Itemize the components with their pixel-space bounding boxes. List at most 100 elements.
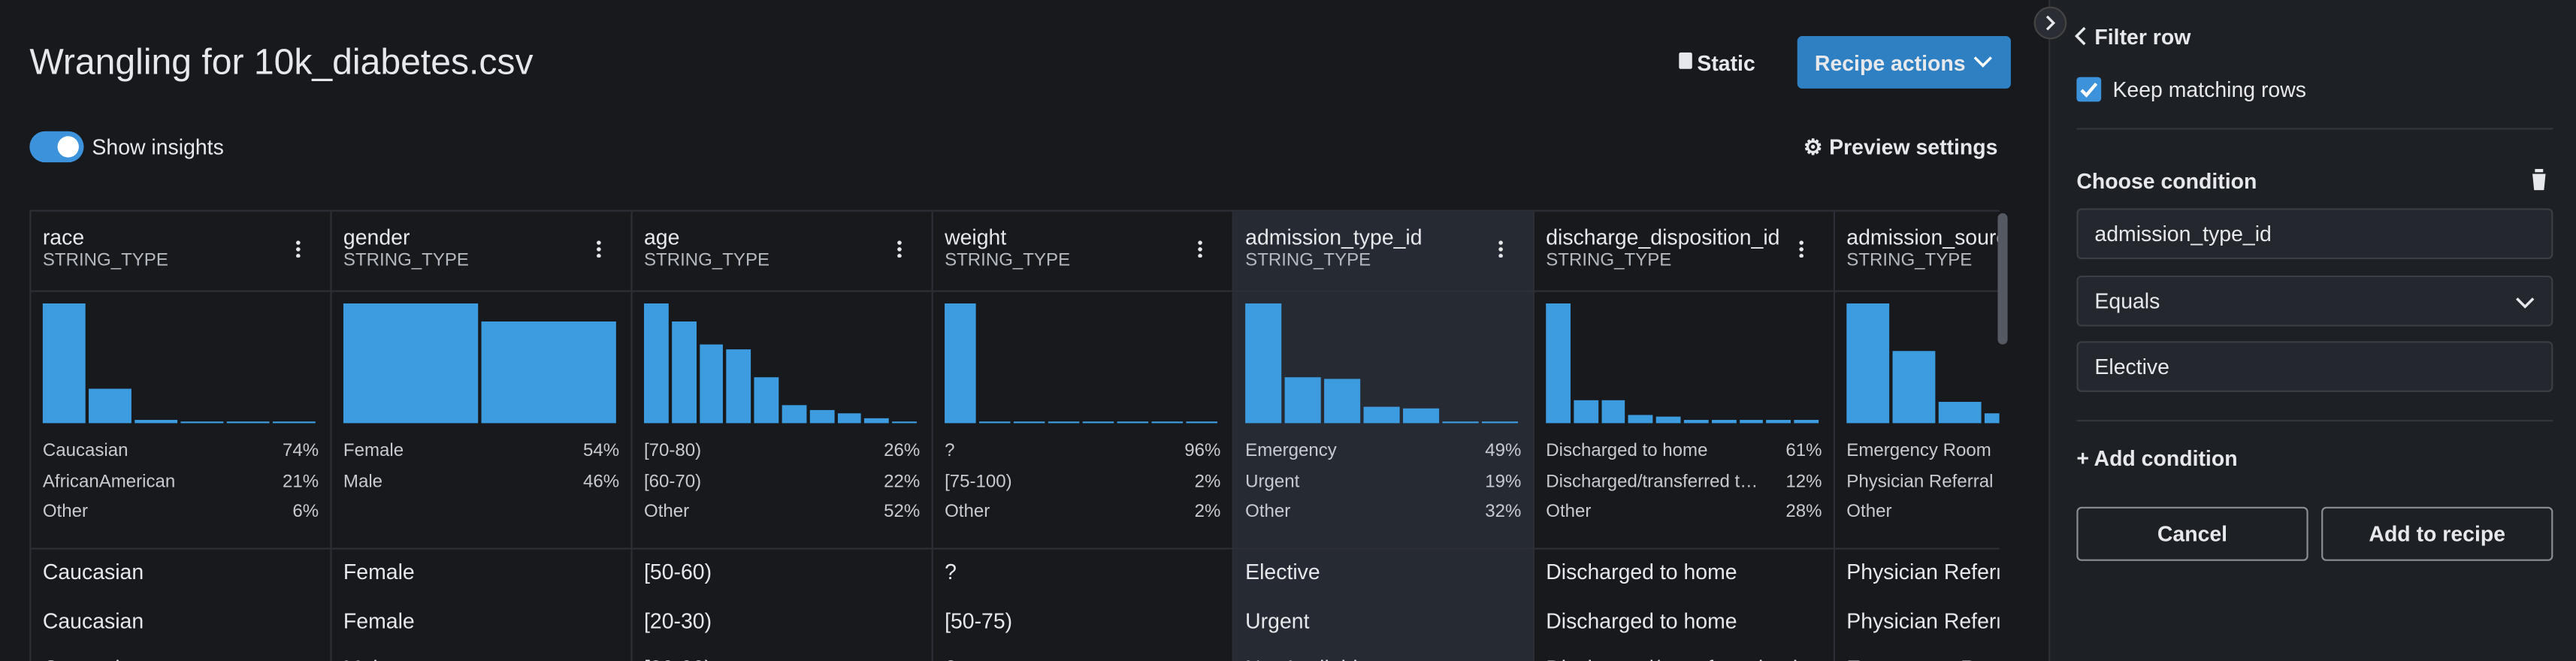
- recipe-actions-button[interactable]: Recipe actions: [1797, 36, 2011, 89]
- checkbox[interactable]: [2076, 77, 2102, 102]
- stat-row: Caucasian 74%: [43, 441, 319, 460]
- stat-label: Physician Referral: [1846, 471, 1994, 491]
- preview-settings[interactable]: ⚙ Preview settings: [1803, 134, 1998, 159]
- histogram: [343, 302, 619, 424]
- stat-row: Other 2%: [945, 502, 1220, 521]
- histogram-bar: [1573, 400, 1598, 424]
- column-name: gender: [343, 225, 410, 249]
- histogram-bar: [945, 303, 976, 424]
- histogram-bar: [272, 421, 316, 424]
- separator: [331, 290, 631, 292]
- chevron: [1974, 56, 1993, 68]
- stat-row: [75-100) 2%: [945, 472, 1220, 491]
- column-input[interactable]: admission_type_id: [2076, 208, 2553, 260]
- stat-row: Other 28%: [1546, 502, 1822, 521]
- checkbox-label: Keep matching rows: [2112, 77, 2306, 102]
- histogram-bar: [1117, 421, 1149, 424]
- histogram-bar: [1711, 419, 1736, 424]
- table-cell: Not Available: [1245, 656, 1369, 661]
- table-cell: [50-75): [945, 608, 1013, 632]
- separator: [933, 290, 1232, 292]
- panel-title: Filter row: [2094, 24, 2191, 50]
- collapse-button[interactable]: [2033, 6, 2067, 40]
- separator: [1233, 548, 1533, 550]
- column-menu[interactable]: [1498, 239, 1504, 258]
- cancel-button[interactable]: Cancel: [2076, 506, 2308, 561]
- add-condition[interactable]: + Add condition: [2076, 445, 2238, 471]
- column: discharge_disposition_id STRING_TYPE Disch…: [1534, 211, 1836, 661]
- stat-row: Discharged to home 61%: [1546, 441, 1822, 460]
- trash-icon[interactable]: [2529, 168, 2548, 191]
- page-title: Wrangling for 10k_diabetes.csv: [29, 41, 534, 83]
- column-menu[interactable]: [596, 239, 602, 258]
- stat-label: Other: [1846, 502, 1892, 522]
- insights-toggle[interactable]: [29, 131, 84, 163]
- stat-label: Emergency: [1245, 441, 1337, 461]
- preview-label: Preview settings: [1829, 134, 1998, 159]
- table-cell: Male: [343, 656, 390, 661]
- column-type: STRING_TYPE: [1245, 251, 1371, 271]
- stat-label: Caucasian: [42, 441, 128, 461]
- column-menu[interactable]: [896, 239, 903, 258]
- histogram-bar: [481, 321, 616, 424]
- histogram-bar: [1546, 303, 1571, 424]
- stat-label: [75-100): [945, 471, 1012, 491]
- histogram-bar: [1151, 421, 1184, 424]
- stat-row: Other 32%: [1245, 502, 1521, 521]
- column-name: weight: [945, 225, 1007, 249]
- column-name: age: [643, 225, 680, 249]
- separator: [1835, 548, 2000, 550]
- histogram-bar: [1601, 400, 1626, 424]
- chevron: [2516, 297, 2535, 309]
- stat-label: Other: [42, 502, 88, 522]
- histogram-bar: [978, 421, 1011, 424]
- histogram-bar: [1739, 419, 1764, 424]
- separator: [632, 548, 932, 550]
- stat-label: [70-80): [643, 441, 702, 461]
- histogram: [1846, 302, 2000, 424]
- histogram-bar: [343, 303, 479, 424]
- table-cell: Caucasian: [43, 656, 144, 661]
- stat-label: Female: [343, 441, 404, 461]
- column-type: STRING_TYPE: [42, 251, 168, 271]
- operator-select[interactable]: Equals: [2076, 275, 2553, 327]
- back-icon[interactable]: [2075, 26, 2088, 46]
- stat-row: Physician Referral: [1846, 472, 1999, 491]
- column: race STRING_TYPE Caucasian 74% AfricanAmeric…: [31, 211, 332, 661]
- histogram: [1546, 302, 1822, 424]
- histogram-bar: [1984, 412, 2000, 424]
- value-input[interactable]: Elective: [2076, 341, 2553, 392]
- input-value: Elective: [2094, 354, 2169, 379]
- scrollbar[interactable]: [1997, 213, 2008, 345]
- column-menu[interactable]: [1798, 239, 1804, 258]
- stat-label: Emergency Room: [1846, 441, 1991, 461]
- stat-row: ? 96%: [945, 441, 1220, 460]
- stat-row: Male 46%: [343, 472, 619, 491]
- column: weight STRING_TYPE? 96% [75-100) 2% Other 2%? […: [933, 211, 1234, 661]
- table-cell: Urgent: [1245, 608, 1310, 632]
- stat-percent: 2%: [1194, 471, 1221, 491]
- add-to-recipe-button[interactable]: Add to recipe: [2321, 506, 2553, 561]
- table-cell: Physician Referral: [1846, 559, 1999, 584]
- table-cell: Female: [343, 559, 415, 584]
- histogram-bar: [1013, 421, 1045, 424]
- stat-row: [60-70) 22%: [644, 472, 920, 491]
- column: age STRING_TYPE [70-80) 26% [60-70) 22% Other 5…: [632, 211, 933, 661]
- column-name: admission_source_id: [1846, 225, 1999, 249]
- static-label[interactable]: Static: [1697, 50, 1755, 76]
- column-menu[interactable]: [295, 239, 301, 258]
- table-cell: [20-30): [643, 608, 712, 632]
- histogram-bar: [1442, 421, 1479, 424]
- stat-percent: 19%: [1485, 471, 1522, 491]
- stat-row: AfricanAmerican 21%: [43, 472, 319, 491]
- separator: [1835, 290, 2000, 292]
- histogram-bar: [1767, 419, 1791, 424]
- stat-percent: 6%: [292, 502, 319, 522]
- table-cell: ?: [945, 656, 957, 661]
- histogram-bar: [1403, 408, 1440, 424]
- column-type: STRING_TYPE: [343, 251, 469, 271]
- select-value: Equals: [2094, 288, 2160, 314]
- column-menu[interactable]: [1197, 239, 1203, 258]
